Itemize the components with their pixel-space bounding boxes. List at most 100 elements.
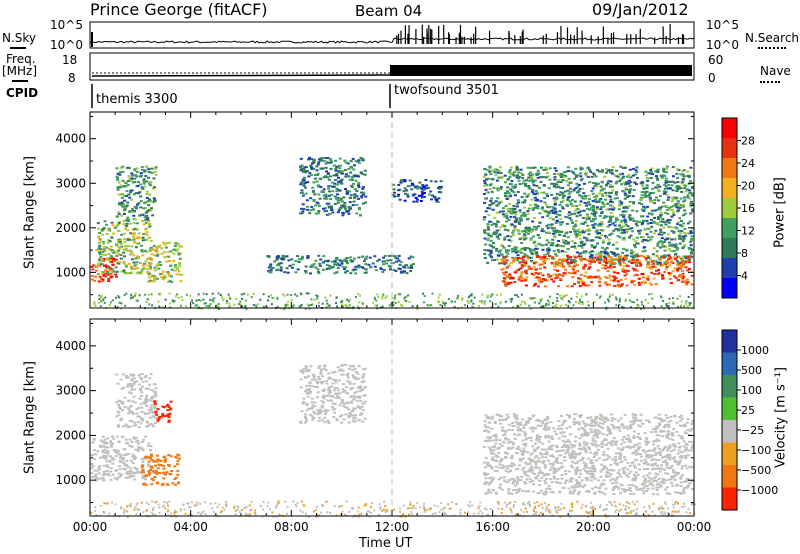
data-cell (142, 178, 146, 181)
data-cell (152, 471, 156, 474)
data-cell (645, 233, 649, 236)
data-cell (250, 296, 253, 299)
data-cell (122, 454, 126, 457)
data-cell (227, 293, 230, 296)
data-cell (136, 299, 139, 302)
data-cell (357, 207, 361, 210)
data-cell (137, 237, 141, 239)
data-cell (554, 277, 558, 280)
data-cell (150, 477, 154, 480)
data-cell (607, 238, 611, 241)
data-cell (110, 221, 114, 224)
data-cell (569, 231, 572, 233)
data-cell (628, 214, 632, 217)
data-cell (632, 202, 636, 205)
data-cell (154, 173, 158, 176)
data-cell (616, 253, 620, 256)
data-cell (98, 468, 102, 471)
data-cell (487, 234, 491, 237)
data-cell (131, 462, 135, 465)
data-cell (551, 243, 555, 246)
data-cell (148, 256, 152, 259)
data-cell (137, 232, 141, 235)
data-cell (423, 195, 427, 198)
data-cell (97, 466, 101, 469)
data-cell (502, 280, 506, 283)
data-cell (622, 181, 626, 184)
data-cell (323, 197, 327, 200)
data-cell (525, 226, 528, 229)
data-cell (532, 235, 536, 238)
data-cell (359, 214, 363, 217)
data-cell (335, 392, 339, 395)
data-cell (577, 244, 581, 247)
data-cell (684, 232, 688, 235)
data-cell (336, 366, 340, 369)
data-cell (561, 199, 565, 202)
data-cell (195, 299, 198, 302)
data-cell (168, 292, 171, 295)
data-cell (147, 442, 151, 445)
data-cell (132, 261, 136, 264)
data-cell (530, 179, 534, 181)
data-cell (130, 386, 134, 389)
data-cell (147, 460, 151, 463)
data-cell (658, 208, 662, 211)
data-cell (156, 467, 160, 470)
data-cell (488, 243, 492, 246)
data-cell (500, 177, 504, 179)
data-cell (272, 297, 275, 300)
data-cell (690, 192, 694, 195)
data-cell (490, 223, 494, 226)
data-cell (296, 255, 300, 258)
data-cell (302, 367, 306, 370)
data-cell (593, 223, 597, 225)
data-cell (500, 262, 504, 265)
data-cell (131, 268, 135, 270)
data-cell (575, 234, 579, 237)
data-cell (682, 214, 686, 217)
data-cell (491, 208, 495, 211)
data-cell (574, 224, 578, 227)
data-cell (322, 194, 326, 197)
data-cell (613, 254, 617, 257)
data-cell (645, 187, 649, 190)
data-cell (335, 190, 339, 193)
data-cell (352, 268, 356, 271)
data-cell (338, 264, 342, 267)
data-cell (350, 387, 354, 390)
data-cell (456, 294, 459, 297)
data-cell (536, 278, 540, 281)
data-cell (134, 174, 138, 177)
data-cell (124, 227, 127, 230)
data-cell (123, 271, 127, 274)
data-cell (347, 206, 351, 209)
data-cell (160, 484, 164, 487)
data-cell (684, 190, 688, 193)
data-cell (117, 295, 120, 298)
data-cell (495, 169, 499, 171)
data-cell (641, 273, 645, 276)
data-cell (578, 194, 582, 197)
data-cell (643, 280, 646, 283)
data-cell (640, 215, 643, 218)
data-cell (354, 175, 358, 178)
data-cell (141, 385, 144, 388)
data-cell (672, 175, 675, 178)
data-cell (687, 267, 691, 270)
data-cell (524, 228, 528, 231)
data-cell (640, 208, 644, 211)
data-cell (304, 169, 308, 172)
data-cell (603, 256, 607, 259)
data-cell (690, 227, 694, 230)
data-cell (545, 172, 549, 175)
data-cell (555, 446, 559, 449)
data-cell (112, 251, 116, 254)
data-cell (324, 195, 328, 198)
data-cell (578, 214, 582, 217)
data-cell (690, 251, 693, 254)
data-cell (656, 242, 660, 245)
data-cell (504, 212, 508, 215)
data-cell (505, 217, 509, 220)
data-cell (580, 279, 584, 282)
